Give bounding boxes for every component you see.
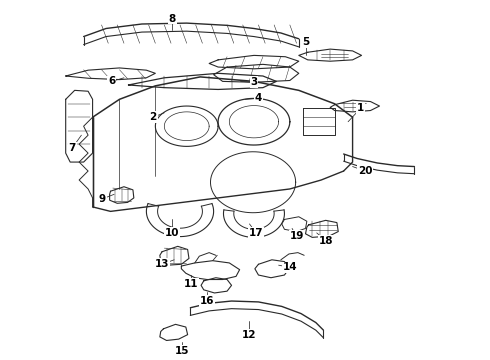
Text: 11: 11 <box>184 279 198 289</box>
Text: 12: 12 <box>242 330 257 339</box>
Text: 19: 19 <box>290 231 304 241</box>
Text: 13: 13 <box>155 259 170 269</box>
Text: 9: 9 <box>99 194 106 204</box>
Text: 16: 16 <box>199 296 214 306</box>
Text: 5: 5 <box>302 37 309 47</box>
Text: 4: 4 <box>255 93 262 103</box>
Text: 20: 20 <box>358 166 372 176</box>
Text: 8: 8 <box>169 14 176 24</box>
Text: 14: 14 <box>283 262 297 273</box>
Text: 1: 1 <box>357 103 364 113</box>
Text: 2: 2 <box>149 112 157 122</box>
Text: 18: 18 <box>318 235 333 246</box>
Text: 15: 15 <box>175 346 190 356</box>
Text: 10: 10 <box>165 228 180 238</box>
Text: 7: 7 <box>69 143 76 153</box>
Text: 6: 6 <box>108 76 116 86</box>
Text: 17: 17 <box>249 228 264 238</box>
Text: 3: 3 <box>250 77 258 87</box>
